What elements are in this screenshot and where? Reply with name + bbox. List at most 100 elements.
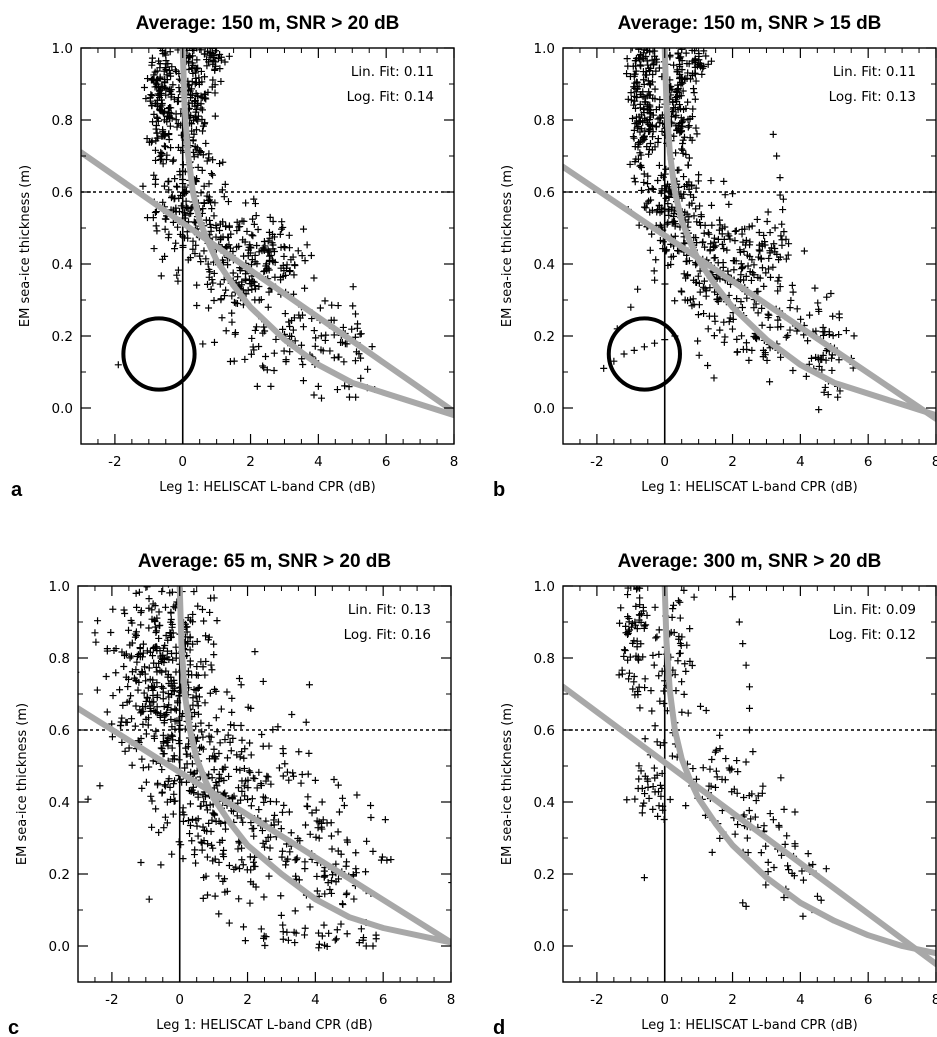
data-point — [174, 699, 182, 707]
data-point — [194, 790, 202, 798]
data-point — [352, 310, 360, 318]
data-point — [185, 54, 193, 62]
data-point — [623, 55, 631, 63]
data-point — [349, 283, 357, 291]
data-point — [746, 683, 753, 691]
data-point — [637, 640, 645, 648]
data-point — [705, 230, 713, 238]
data-point — [341, 382, 349, 390]
data-point — [205, 58, 213, 66]
data-point — [332, 878, 340, 886]
data-point — [239, 236, 247, 244]
data-point — [742, 758, 750, 766]
data-point — [164, 178, 172, 186]
data-point — [171, 705, 179, 713]
data-point — [224, 198, 232, 206]
data-point — [343, 858, 351, 866]
data-point — [641, 790, 649, 798]
data-point — [216, 280, 224, 288]
data-point — [671, 232, 679, 240]
data-point — [690, 593, 698, 601]
data-point — [168, 114, 176, 122]
data-point — [159, 684, 167, 692]
data-point — [203, 192, 211, 200]
data-point — [133, 572, 140, 579]
data-point — [782, 333, 790, 341]
data-point — [163, 39, 170, 46]
linear-fit-line — [78, 705, 451, 946]
data-point — [646, 246, 654, 254]
data-point — [132, 702, 140, 710]
data-point — [321, 890, 329, 898]
data-point — [679, 79, 687, 87]
data-point — [701, 243, 709, 251]
chart-panel-d: Average: 300 m, SNR > 20 dB-2 0 2 4 6 80.00.2… — [493, 551, 937, 1037]
data-point — [653, 633, 661, 641]
data-point — [648, 230, 656, 238]
data-point — [145, 624, 153, 632]
data-point — [109, 605, 117, 613]
data-point — [163, 647, 171, 655]
data-point — [656, 741, 664, 749]
data-point — [144, 721, 152, 729]
data-point — [192, 722, 200, 730]
data-point — [128, 668, 136, 676]
data-point — [217, 77, 225, 85]
data-point — [745, 806, 753, 814]
data-point — [158, 39, 165, 46]
data-point — [271, 811, 279, 819]
data-point — [771, 224, 779, 232]
data-point — [630, 174, 638, 182]
data-point — [190, 116, 198, 124]
data-point — [291, 337, 299, 345]
data-point — [821, 328, 829, 336]
data-point — [259, 244, 267, 252]
data-point — [691, 63, 699, 71]
data-point — [269, 241, 277, 249]
data-point — [716, 216, 724, 224]
data-point — [690, 193, 698, 201]
y-axis-label: EM sea-ice thickness (m) — [15, 703, 30, 865]
data-point — [137, 859, 145, 867]
data-point — [305, 681, 313, 689]
data-point — [174, 223, 182, 231]
data-point — [694, 337, 702, 345]
data-point — [704, 325, 712, 333]
data-point — [710, 332, 718, 340]
data-point — [134, 518, 141, 525]
data-point — [766, 229, 774, 237]
data-point — [299, 377, 307, 385]
data-point — [118, 648, 126, 656]
data-point — [219, 218, 227, 226]
data-point — [355, 939, 363, 947]
data-point — [698, 70, 706, 78]
data-point — [233, 751, 241, 759]
lin-fit-label: Lin. Fit: 0.09 — [833, 602, 916, 618]
data-point — [649, 805, 657, 813]
data-point — [636, 117, 644, 125]
data-point — [197, 189, 205, 197]
data-point — [335, 808, 343, 816]
data-point — [279, 921, 287, 929]
data-point — [728, 325, 736, 333]
data-point — [304, 770, 312, 778]
data-point — [301, 858, 309, 866]
data-point — [125, 675, 133, 683]
data-point — [635, 221, 643, 229]
data-point — [251, 282, 259, 290]
data-point — [158, 745, 166, 753]
data-point — [712, 767, 720, 775]
scatter-points — [600, 48, 858, 414]
data-point — [353, 324, 361, 332]
data-point — [820, 388, 828, 396]
data-point — [302, 821, 310, 829]
data-point — [198, 605, 206, 613]
data-point — [652, 256, 660, 264]
data-point — [332, 860, 340, 868]
data-point — [145, 763, 153, 771]
data-point — [228, 292, 236, 300]
data-point — [126, 654, 134, 662]
panel-letter: a — [11, 479, 23, 501]
data-point — [751, 813, 759, 821]
data-point — [252, 323, 260, 331]
